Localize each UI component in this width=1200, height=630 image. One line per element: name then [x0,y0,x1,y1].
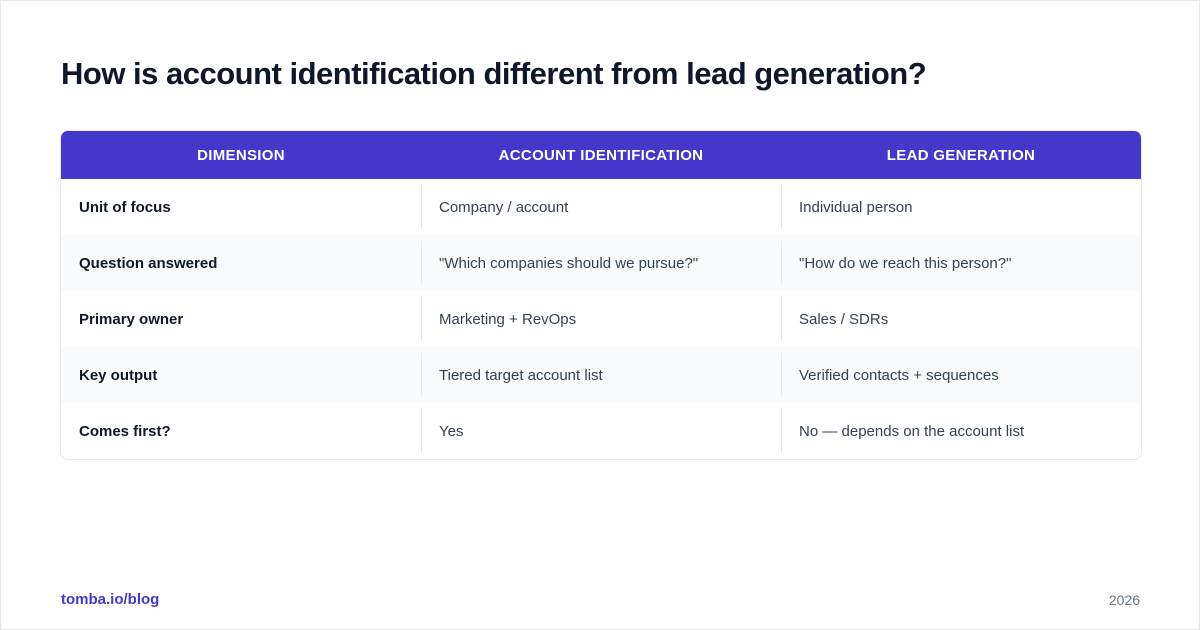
table-row: Question answered "Which companies shoul… [61,235,1141,291]
row-dimension: Question answered [79,254,218,272]
table-row: Comes first? Yes No — depends on the acc… [61,403,1141,459]
header-dimension: DIMENSION [197,146,285,164]
row-lead-generation: Sales / SDRs [781,291,1141,347]
row-dimension: Key output [79,366,158,384]
table-row: Key output Tiered target account list Ve… [61,347,1141,403]
table-row: Unit of focus Company / account Individu… [61,179,1141,235]
row-account-identification: Marketing + RevOps [421,291,781,347]
row-account-identification: Tiered target account list [421,347,781,403]
page-title: How is account identification different … [61,56,927,91]
footer-source-link[interactable]: tomba.io/blog [61,591,160,608]
row-lead-generation: Verified contacts + sequences [781,347,1141,403]
row-dimension: Primary owner [79,310,184,328]
footer-year: 2026 [1108,592,1140,608]
row-account-identification: "Which companies should we pursue?" [421,235,781,291]
header-account-identification: ACCOUNT IDENTIFICATION [498,146,704,164]
comparison-table: DIMENSION ACCOUNT IDENTIFICATION LEAD GE… [60,130,1142,460]
row-account-identification: Company / account [421,179,781,235]
row-lead-generation: No — depends on the account list [781,403,1141,459]
table-row: Primary owner Marketing + RevOps Sales /… [61,291,1141,347]
row-dimension: Comes first? [79,422,171,440]
row-lead-generation: "How do we reach this person?" [781,235,1141,291]
row-lead-generation: Individual person [781,179,1141,235]
row-account-identification: Yes [421,403,781,459]
header-lead-generation: LEAD GENERATION [886,146,1036,164]
row-dimension: Unit of focus [79,198,171,216]
table-header-row: DIMENSION ACCOUNT IDENTIFICATION LEAD GE… [61,131,1141,179]
